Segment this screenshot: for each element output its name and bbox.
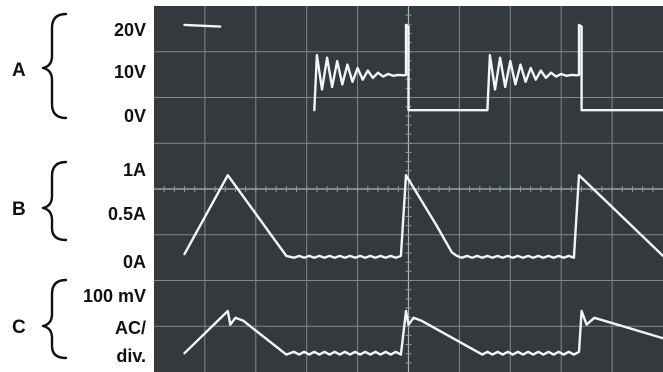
channel-a-tick-20v: 20V	[114, 20, 146, 40]
channel-c-scale-line3: div.	[116, 346, 146, 366]
channel-c-scale-line1: 100 mV	[83, 286, 146, 306]
channel-c-scale-line2: AC/	[115, 318, 146, 338]
channel-c-label: C	[12, 317, 26, 338]
channel-a-tick-10v: 10V	[114, 62, 146, 82]
trace-channel-b	[183, 174, 663, 259]
channel-b-tick-0-5a: 0.5A	[108, 204, 146, 224]
channel-a-brace	[41, 12, 68, 120]
channel-c-brace	[41, 278, 68, 360]
channel-b-tick-0a: 0A	[123, 252, 146, 272]
trace-channel-a	[183, 23, 663, 112]
channel-b-tick-1a: 1A	[123, 160, 146, 180]
channel-a-label: A	[12, 60, 26, 81]
channel-b-brace	[41, 160, 68, 242]
scope-traces	[183, 23, 663, 356]
channel-a-tick-0v: 0V	[124, 106, 146, 126]
channel-b-label: B	[12, 199, 26, 220]
trace-channel-c	[183, 309, 663, 356]
